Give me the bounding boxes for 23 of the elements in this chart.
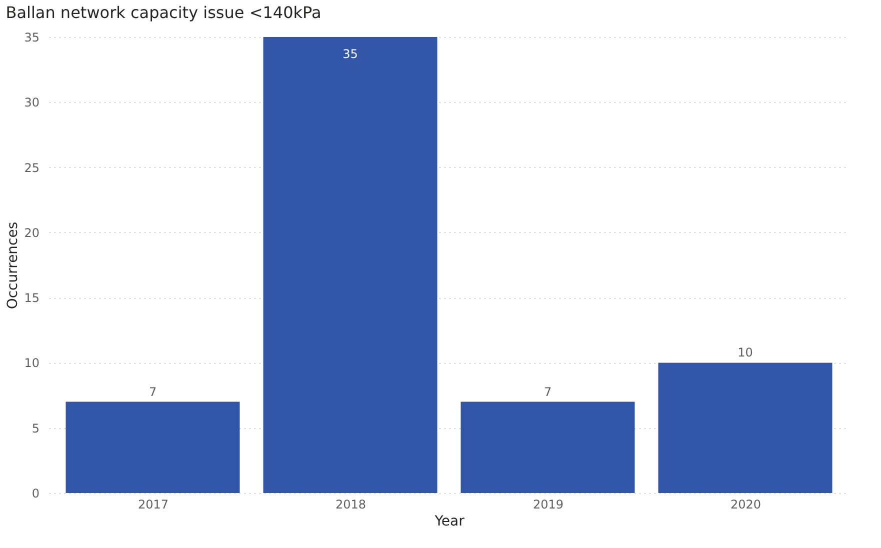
data-label: 10	[738, 346, 753, 360]
data-label: 7	[148, 384, 157, 399]
x-tick-label: 2019	[532, 498, 564, 512]
bar	[658, 362, 832, 493]
y-axis-title: Occurrences	[5, 222, 22, 310]
x-axis-title: Year	[434, 514, 465, 530]
bar	[460, 402, 635, 493]
bar	[66, 402, 240, 493]
x-tick-label: 2018	[335, 498, 366, 512]
y-tick-label: 5	[32, 421, 40, 436]
x-tick-label: 2020	[730, 498, 762, 512]
y-tick-label: 20	[24, 226, 40, 240]
data-label: 35	[342, 47, 358, 61]
y-tick-label: 35	[24, 30, 40, 44]
y-tick-label: 0	[32, 486, 40, 500]
y-tick-label: 15	[24, 291, 40, 306]
bar	[263, 37, 438, 493]
y-tick-label: 10	[24, 356, 40, 370]
data-label: 7	[544, 384, 552, 399]
y-tick-label: 25	[24, 160, 40, 175]
chart-title: Ballan network capacity issue <140kPa	[6, 3, 322, 22]
x-tick-label: 2017	[138, 498, 169, 512]
y-tick-label: 30	[24, 96, 40, 110]
